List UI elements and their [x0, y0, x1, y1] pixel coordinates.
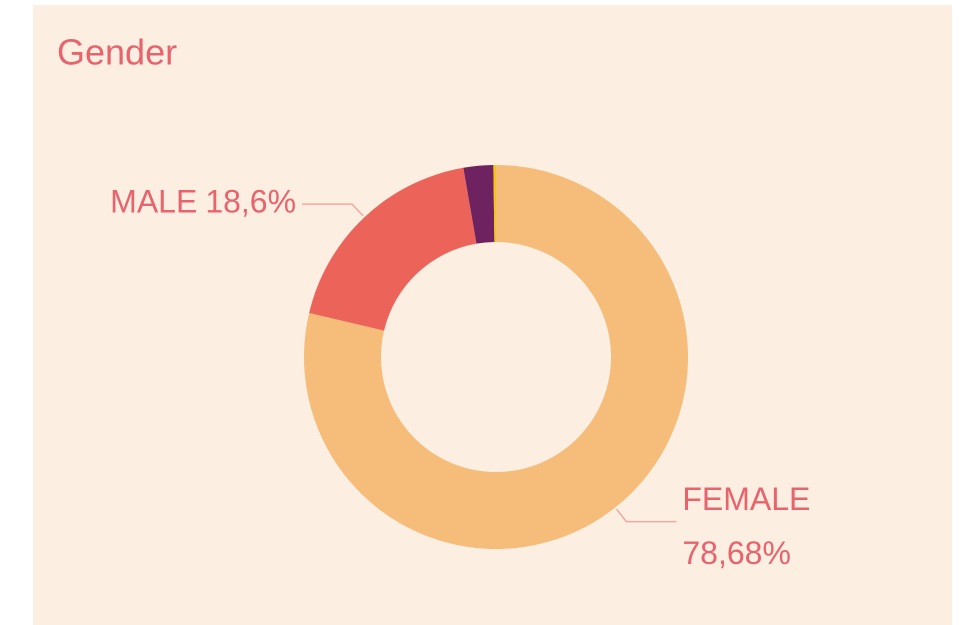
leader-line — [302, 203, 364, 217]
data-label-value: 78,68% — [682, 535, 791, 571]
leader-line — [615, 508, 677, 523]
chart-title: Gender — [57, 32, 177, 73]
donut-slice — [463, 165, 495, 244]
data-label-name: MALE — [110, 184, 197, 220]
donut-slice — [304, 165, 689, 549]
donut-slice — [309, 167, 477, 331]
data-label-value: 18,6% — [205, 184, 296, 220]
donut-slice — [493, 165, 496, 243]
data-label-name: FEMALE — [682, 481, 810, 517]
